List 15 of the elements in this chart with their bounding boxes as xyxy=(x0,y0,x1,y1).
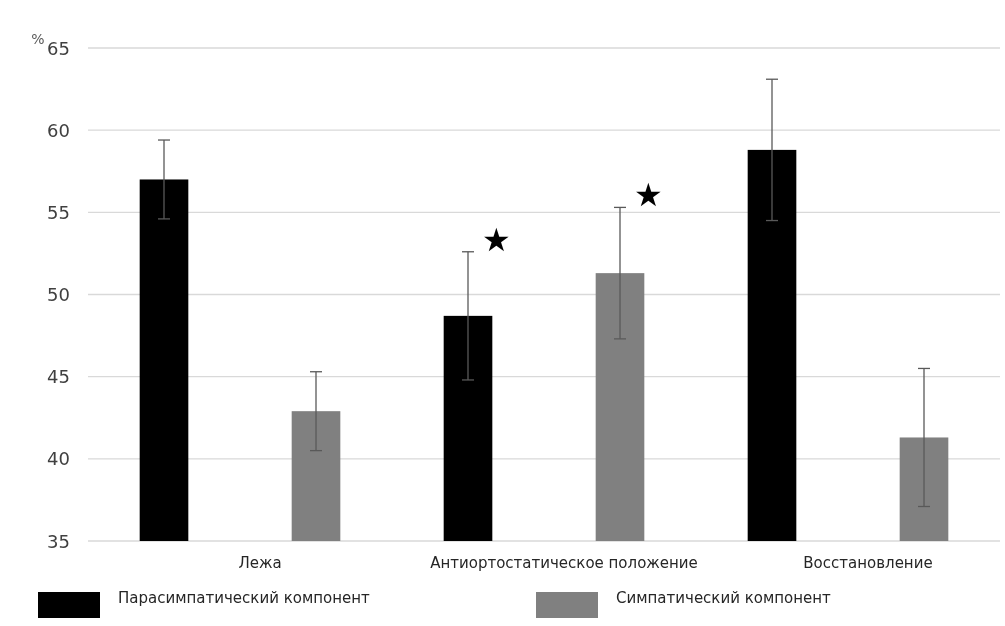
y-tick-label: 60 xyxy=(47,119,70,141)
y-tick-label: 65 xyxy=(47,37,70,59)
x-tick-label: Лежа xyxy=(238,554,282,572)
y-axis-title: % xyxy=(31,31,45,47)
annotation: ★ xyxy=(633,176,663,215)
x-tick-label: Антиортостатическое положение xyxy=(430,554,698,572)
legend-label: Симпатический компонент xyxy=(616,589,832,607)
legend-label: Парасимпатический компонент xyxy=(118,589,371,607)
y-tick-label: 35 xyxy=(47,530,70,552)
y-tick-label: 45 xyxy=(47,366,70,388)
y-tick-label: 40 xyxy=(47,448,70,470)
annotation: ★ xyxy=(481,220,511,259)
y-tick-label: 55 xyxy=(47,201,70,223)
x-tick-label: Восстановление xyxy=(803,554,933,572)
y-tick-label: 50 xyxy=(47,284,70,305)
